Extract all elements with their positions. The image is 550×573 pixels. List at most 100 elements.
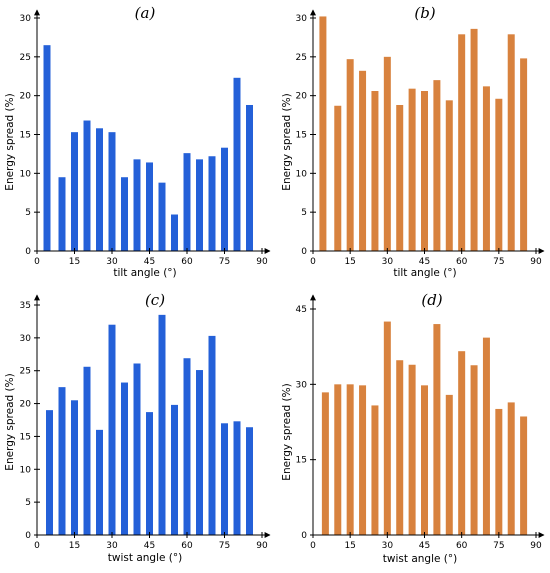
bar — [433, 324, 441, 535]
bar — [445, 394, 453, 535]
bar — [146, 162, 153, 251]
bar — [158, 314, 166, 535]
bar — [108, 324, 116, 535]
panel-label: (b) — [414, 4, 435, 22]
y-tick-label: 20 — [20, 92, 32, 102]
x-tick-label: 30 — [106, 541, 118, 551]
bar — [507, 34, 515, 252]
bar — [408, 364, 416, 535]
x-tick-label: 0 — [34, 541, 40, 551]
bar — [133, 363, 141, 535]
y-tick-label: 0 — [301, 247, 307, 257]
bar — [71, 132, 78, 251]
x-tick-label: 60 — [181, 541, 193, 551]
y-tick-label: 25 — [20, 367, 31, 377]
bar — [246, 427, 253, 535]
bar — [470, 28, 478, 252]
bar — [383, 321, 391, 535]
x-tick-label: 45 — [419, 257, 430, 267]
bar — [108, 132, 116, 251]
y-tick-label: 10 — [20, 465, 32, 475]
y-axis-label: Energy spread (%) — [281, 93, 293, 190]
bar — [146, 412, 153, 535]
bar — [359, 385, 367, 535]
chart-panel-a: (a) tilt angle (°) Energy spread (%) 0 15… — [4, 4, 271, 279]
bar — [43, 45, 51, 252]
x-tick-label: 45 — [419, 541, 430, 551]
bar — [346, 59, 354, 251]
bar — [482, 337, 490, 535]
panel-label: (c) — [145, 291, 165, 309]
x-tick-label: 45 — [144, 257, 155, 267]
x-axis-label: tilt angle (°) — [393, 267, 456, 279]
y-tick-label: 15 — [296, 131, 307, 141]
bar — [96, 429, 103, 535]
chart-panel-b: (b) tilt angle (°) Energy spread (%) 0 15… — [281, 4, 545, 279]
bar — [46, 410, 53, 535]
y-tick-label: 20 — [20, 400, 32, 410]
bar — [383, 56, 391, 251]
x-tick-label: 15 — [344, 257, 355, 267]
x-tick-label: 60 — [456, 541, 468, 551]
bar — [396, 104, 404, 252]
bar — [458, 351, 466, 535]
bar — [470, 365, 478, 535]
bar — [208, 156, 216, 251]
x-tick-label: 90 — [530, 541, 542, 551]
chart-panel-c: (c) twist angle (°) Energy spread (%) 0 1… — [4, 291, 271, 564]
bar — [196, 159, 203, 251]
bar — [171, 214, 178, 251]
y-tick-label: 30 — [20, 334, 32, 344]
bar — [233, 77, 241, 251]
bar — [520, 416, 528, 535]
x-tick-label: 30 — [106, 257, 118, 267]
x-tick-label: 15 — [344, 541, 355, 551]
y-tick-label: 30 — [20, 14, 32, 24]
bar — [334, 105, 342, 251]
bar — [71, 400, 78, 535]
x-tick-label: 75 — [493, 257, 504, 267]
x-tick-label: 30 — [382, 541, 394, 551]
bar — [208, 335, 216, 535]
x-tick-label: 75 — [219, 257, 230, 267]
x-tick-label: 15 — [69, 541, 80, 551]
x-tick-label: 0 — [310, 541, 316, 551]
x-tick-label: 75 — [493, 541, 504, 551]
y-tick-label: 20 — [296, 92, 308, 102]
x-tick-label: 0 — [34, 257, 40, 267]
bar — [196, 370, 203, 535]
bar — [359, 70, 367, 251]
y-tick-label: 10 — [296, 169, 308, 179]
bar — [121, 177, 128, 251]
bar — [346, 384, 354, 535]
y-tick-label: 15 — [20, 131, 31, 141]
bar — [445, 100, 453, 251]
x-tick-label: 90 — [530, 257, 542, 267]
bar — [321, 392, 329, 535]
bar — [334, 384, 342, 535]
bar — [319, 16, 327, 252]
chart-panel-d: (d) twist angle (°) Energy spread (%) 0 1… — [281, 291, 545, 565]
bar — [96, 128, 103, 251]
bar — [233, 421, 241, 535]
y-tick-label: 25 — [296, 53, 307, 63]
bar — [371, 405, 379, 535]
bar — [371, 91, 379, 251]
x-axis-label: tilt angle (°) — [113, 267, 176, 279]
y-tick-label: 15 — [20, 432, 31, 442]
bar — [183, 153, 191, 251]
x-tick-label: 45 — [144, 541, 155, 551]
y-tick-label: 30 — [296, 380, 308, 390]
bar — [408, 88, 416, 252]
bar — [121, 382, 128, 535]
y-axis-label: Energy spread (%) — [4, 373, 16, 470]
bar — [221, 423, 228, 535]
bar — [158, 182, 166, 251]
panel-label: (d) — [421, 291, 442, 309]
bar — [520, 58, 528, 251]
bar — [133, 159, 141, 251]
y-tick-label: 10 — [20, 169, 32, 179]
bar — [58, 177, 66, 251]
bar — [58, 387, 66, 535]
